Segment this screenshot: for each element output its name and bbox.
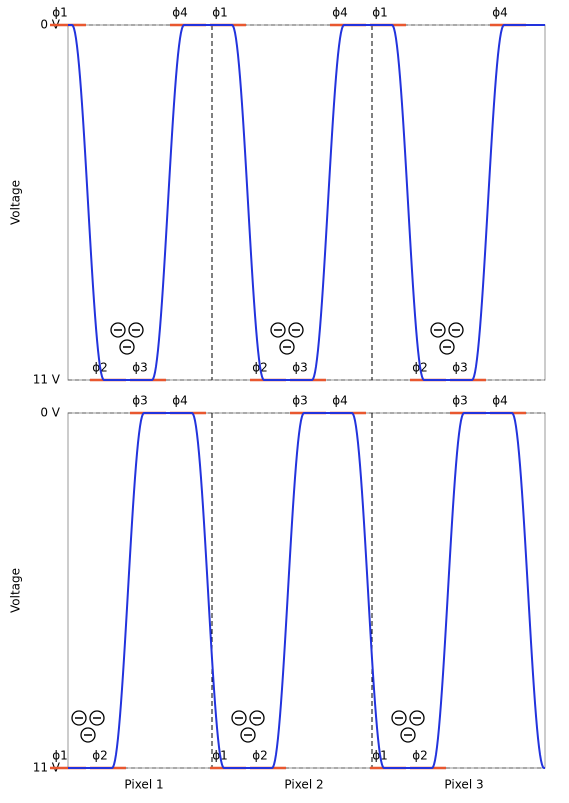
x-label: Pixel 1: [124, 778, 163, 792]
phase-label: ϕ4: [332, 6, 348, 20]
potential-curve: [68, 412, 545, 769]
y-axis-label: Voltage: [9, 568, 23, 613]
phase-label: ϕ3: [452, 361, 468, 375]
phase-label: ϕ3: [292, 394, 308, 408]
phase-label: ϕ4: [492, 6, 508, 20]
phase-label: ϕ4: [332, 394, 348, 408]
y-axis-label: Voltage: [9, 180, 23, 225]
phase-label: ϕ1: [52, 749, 68, 763]
potential-curve: [68, 24, 545, 381]
plot-frame: [67, 412, 546, 769]
phase-label: ϕ1: [212, 6, 228, 20]
phase-label: ϕ1: [52, 6, 68, 20]
y-bottom-label: 11 V: [33, 373, 61, 387]
phase-label: ϕ2: [92, 749, 108, 763]
x-label: Pixel 3: [444, 778, 483, 792]
phase-label: ϕ4: [172, 6, 188, 20]
phase-label: ϕ4: [172, 394, 188, 408]
phase-label: ϕ3: [292, 361, 308, 375]
phase-label: ϕ3: [132, 394, 148, 408]
phase-label: ϕ4: [492, 394, 508, 408]
phase-label: ϕ3: [452, 394, 468, 408]
x-label: Pixel 2: [284, 778, 323, 792]
phase-label: ϕ2: [412, 749, 428, 763]
y-top-label: 0 V: [40, 406, 60, 420]
phase-label: ϕ3: [132, 361, 148, 375]
phase-label: ϕ1: [372, 6, 388, 20]
phase-label: ϕ2: [252, 749, 268, 763]
y-bottom-label: 11 V: [33, 761, 61, 775]
